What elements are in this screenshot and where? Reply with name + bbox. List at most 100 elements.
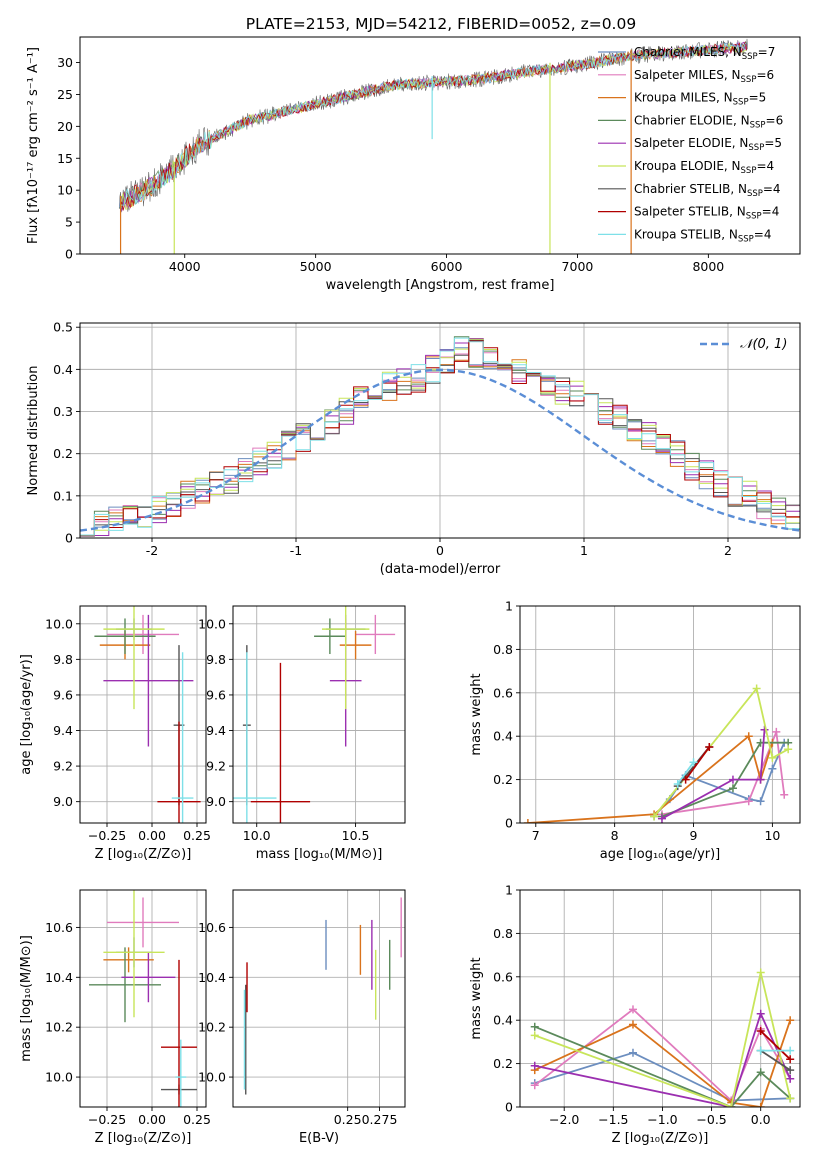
x-tick-label: 0.00 — [138, 1112, 166, 1127]
plot-area — [89, 890, 197, 1107]
y-tick-label: 0 — [65, 531, 73, 546]
legend-label: Kroupa MILES, NSSP=5 — [634, 91, 766, 108]
x-axis-label: Z [log₁₀(Z/Z⊙)] — [95, 1131, 192, 1146]
x-tick-label: 7000 — [562, 259, 594, 274]
weight-marker — [756, 1027, 765, 1036]
weight-marker — [628, 1048, 637, 1057]
legend-label: Salpeter MILES, NSSP=6 — [634, 68, 774, 85]
legend-label: Kroupa STELIB, NSSP=4 — [634, 227, 772, 244]
y-tick-label: 10.0 — [198, 1070, 226, 1085]
axes-frame — [519, 605, 801, 824]
weight-marker — [530, 1022, 539, 1031]
weight-marker — [689, 758, 698, 767]
y-tick-label: 10.0 — [198, 616, 226, 631]
residual-histogram-panel: -2 -1 0 1 2 0 0.1 0.2 0.3 0.4 0.5 (data-model)/erro… — [26, 320, 801, 577]
spectrum-panel: 4000 5000 6000 7000 8000 0 5 10 15 20 25 30 waveleng… — [26, 36, 801, 293]
weight-marker — [772, 727, 781, 736]
x-tick-label: 5000 — [300, 259, 332, 274]
y-axis-label: mass [log₁₀(M/M⊙)] — [19, 935, 34, 1062]
weight-marker — [728, 775, 737, 784]
plot-area — [94, 606, 201, 823]
x-tick-label: 10 — [764, 828, 780, 843]
weight-marker — [744, 732, 753, 741]
y-tick-label: 9.2 — [206, 759, 226, 774]
y-tick-label: 15 — [57, 151, 73, 166]
x-tick-label: 0 — [436, 543, 444, 558]
x-axis-label: Z [log₁₀(Z/Z⊙)] — [612, 1131, 709, 1146]
y-tick-label: 25 — [57, 87, 73, 102]
y-tick-label: 10.6 — [198, 920, 226, 935]
x-axis-label: E(B-V) — [299, 1131, 339, 1146]
mass-weight-vs-metallicity-panel: −2.0 −1.5 −1.0 −0.5 0.0 0 0.2 0.4 0.6 0.8 1 Z [log₁… — [469, 883, 801, 1146]
weight-line-4 — [534, 1025, 791, 1107]
weight-marker — [530, 1031, 539, 1040]
x-tick-label: 0.0 — [751, 1112, 771, 1127]
y-tick-label: 0.6 — [493, 969, 513, 984]
figure-title: PLATE=2153, MJD=54212, FIBERID=0052, z=0… — [246, 15, 636, 33]
x-tick-label: 8000 — [692, 259, 724, 274]
weight-marker — [756, 1046, 765, 1055]
weight-marker — [650, 812, 659, 821]
x-tick-label: −0.25 — [88, 828, 126, 843]
weight-line-7 — [760, 1049, 791, 1071]
axes-frame — [79, 322, 801, 539]
y-tick-label: 10.4 — [198, 970, 226, 985]
y-tick-label: 9.4 — [206, 723, 226, 738]
weight-line-9 — [676, 761, 695, 785]
gaussian-curve — [80, 368, 800, 532]
axes-frame — [79, 889, 207, 1108]
x-tick-label: −0.25 — [88, 1112, 126, 1127]
y-axis-label: Normed distribution — [26, 366, 41, 496]
y-tick-label: 9.0 — [206, 794, 226, 809]
legend-label: 𝒩(0, 1) — [740, 337, 787, 352]
y-tick-label: 0.5 — [53, 320, 73, 335]
x-tick-label: 0.25 — [183, 828, 211, 843]
weight-marker — [530, 1061, 539, 1070]
y-tick-label: 9.8 — [206, 652, 226, 667]
weight-line-5 — [661, 729, 766, 820]
y-tick-label: 0.8 — [493, 642, 513, 657]
y-tick-label: 10 — [57, 183, 73, 198]
weight-marker — [756, 797, 765, 806]
weight-line-1 — [534, 1051, 791, 1102]
y-tick-label: 0 — [65, 247, 73, 262]
y-tick-label: 5 — [65, 215, 73, 230]
x-axis-label: age [log₁₀(age/yr)] — [600, 847, 721, 862]
y-tick-label: 20 — [57, 119, 73, 134]
weight-marker — [728, 784, 737, 793]
weight-marker — [756, 1068, 765, 1077]
y-tick-label: 1 — [505, 883, 513, 898]
x-tick-label: 8 — [611, 828, 619, 843]
x-tick-label: 0.25 — [183, 1112, 211, 1127]
x-tick-label: 0.00 — [138, 828, 166, 843]
legend-label: Salpeter STELIB, NSSP=4 — [634, 205, 779, 222]
weight-marker — [752, 684, 761, 693]
y-tick-label: 0.3 — [53, 404, 73, 419]
y-axis-label: Flux [fλ10⁻¹⁷ erg cm⁻² s⁻¹ A⁻¹] — [26, 47, 41, 244]
plot-area — [243, 897, 402, 1095]
x-tick-label: 10.0 — [243, 828, 271, 843]
x-tick-label: 0.25 — [334, 1112, 362, 1127]
weight-marker — [786, 1055, 795, 1064]
y-tick-label: 9.6 — [206, 687, 226, 702]
axes-frame — [232, 889, 406, 1108]
legend-label: Salpeter ELODIE, NSSP=5 — [634, 136, 782, 153]
y-tick-label: 10.0 — [45, 616, 73, 631]
plot-area — [530, 968, 795, 1107]
x-tick-label: 1 — [580, 543, 588, 558]
weight-marker — [786, 1016, 795, 1025]
y-tick-label: 9.2 — [53, 759, 73, 774]
plot-area — [523, 684, 793, 823]
y-tick-label: 0.4 — [493, 729, 513, 744]
x-tick-label: −2.0 — [549, 1112, 579, 1127]
y-tick-label: 0.8 — [493, 926, 513, 941]
legend-label: Chabrier STELIB, NSSP=4 — [634, 182, 781, 199]
x-tick-label: 0.275 — [362, 1112, 398, 1127]
axes-frame — [79, 605, 207, 824]
x-tick-label: 7 — [532, 828, 540, 843]
y-tick-label: 0.6 — [493, 685, 513, 700]
y-tick-label: 0.2 — [493, 772, 513, 787]
y-tick-label: 0.2 — [53, 446, 73, 461]
x-tick-label: 6000 — [431, 259, 463, 274]
